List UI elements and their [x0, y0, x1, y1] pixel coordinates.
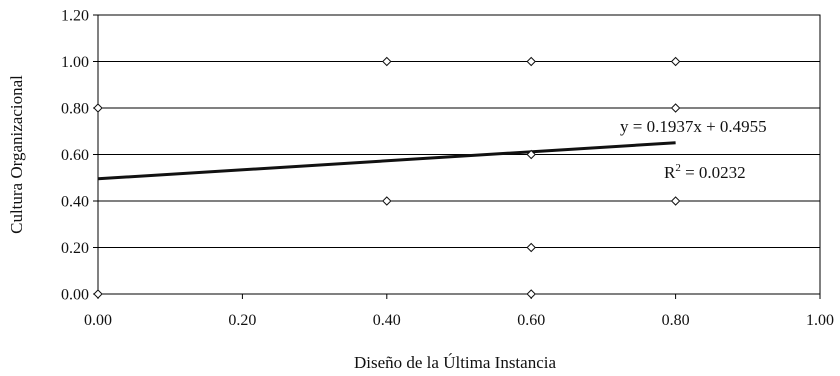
y-tick-label: 0.20: [61, 240, 89, 257]
r-squared-value: = 0.0232: [681, 163, 746, 182]
data-point: [382, 56, 392, 67]
y-axis-title: Cultura Organizacional: [7, 75, 26, 234]
trendline-group: [97, 141, 676, 181]
data-point: [382, 196, 392, 206]
data-point: [670, 103, 681, 113]
data-point: [670, 56, 681, 67]
x-tick-label: 0.80: [662, 312, 690, 329]
y-tick-label: 0.40: [61, 194, 89, 211]
data-point: [526, 149, 536, 160]
r-squared-label: R2 = 0.0232: [664, 162, 746, 182]
data-point: [670, 196, 681, 206]
y-tick-label: 1.00: [61, 54, 89, 71]
data-point: [93, 103, 103, 113]
trendline-equation: y = 0.1937x + 0.4955: [620, 117, 767, 136]
x-tick-label: 0.00: [84, 312, 112, 329]
trendline: [97, 141, 676, 181]
data-points: [93, 56, 681, 299]
y-tick-label: 0.60: [61, 147, 89, 164]
data-point: [526, 56, 536, 67]
grid-lines: [98, 14, 820, 295]
data-point: [93, 289, 103, 299]
y-tick-label: 1.20: [61, 8, 89, 25]
y-tick-label: 0.80: [61, 101, 89, 118]
data-point: [526, 242, 536, 253]
x-tick-label: 0.20: [228, 312, 256, 329]
x-tick-label: 0.60: [517, 312, 545, 329]
data-point: [526, 289, 536, 299]
r-squared-superscript: 2: [675, 162, 681, 174]
x-axis-title: Diseño de la Última Instancia: [354, 353, 557, 372]
y-axis-ticks: 0.00 0.20 0.40 0.60 0.80 1.00 1.20: [61, 8, 98, 304]
r-squared-prefix: R: [664, 163, 676, 182]
x-axis-ticks: 0.00 0.20 0.40 0.60 0.80 1.00: [84, 294, 834, 329]
x-tick-label: 1.00: [806, 312, 834, 329]
x-tick-label: 0.40: [373, 312, 401, 329]
y-tick-label: 0.00: [61, 287, 89, 304]
